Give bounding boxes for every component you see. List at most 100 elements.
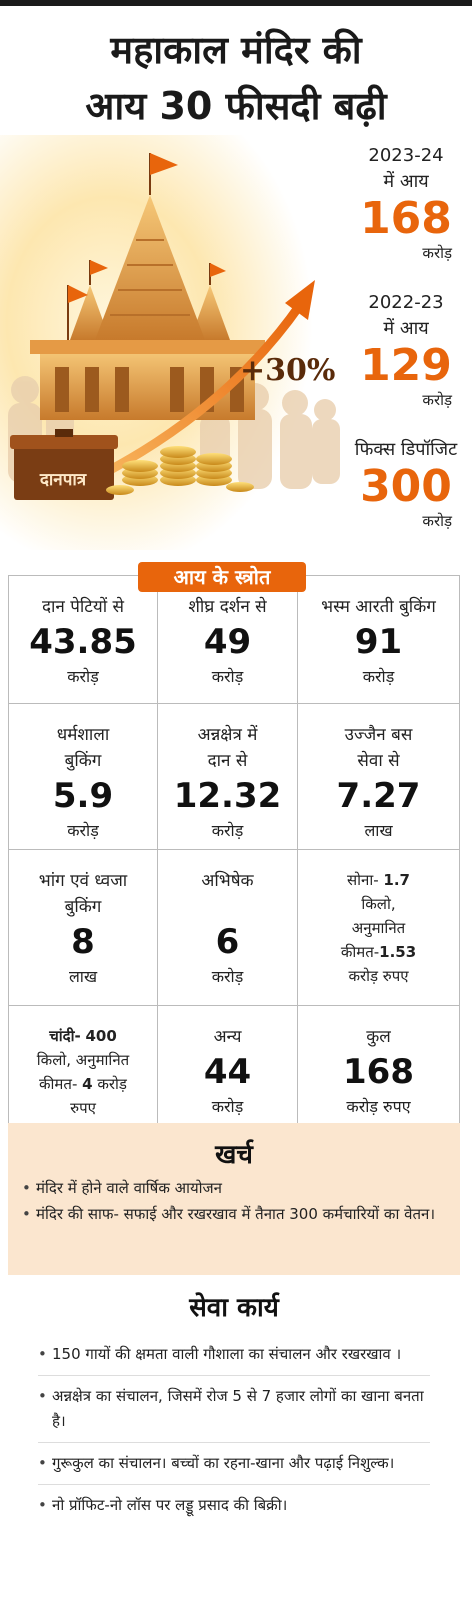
source-value: 43.85 bbox=[29, 622, 137, 662]
source-label: दान से bbox=[207, 751, 248, 771]
total-unit: करोड़ रुपए bbox=[346, 1097, 411, 1116]
source-cell: धर्मशाला बुकिंग 5.9 करोड़ bbox=[8, 704, 158, 849]
source-value: 8 bbox=[71, 922, 95, 962]
source-label: बुकिंग bbox=[64, 897, 102, 917]
silver-text: करोड़ bbox=[97, 1075, 127, 1093]
source-cell: भांग एवं ध्वजा बुकिंग 8 लाख bbox=[8, 850, 158, 1005]
source-cell: अभिषेक 6 करोड़ bbox=[158, 850, 298, 1005]
stat-value: 168 bbox=[360, 193, 452, 244]
source-unit: करोड़ bbox=[211, 667, 244, 686]
expense-heading: खर्च bbox=[215, 1140, 253, 1170]
source-label: उज्जैन बस bbox=[344, 725, 413, 745]
total-cell: कुल 168 करोड़ रुपए bbox=[298, 1006, 460, 1123]
expense-section: खर्च मंदिर में होने वाले वार्षिक आयोजन म… bbox=[8, 1123, 460, 1275]
source-label: बुकिंग bbox=[64, 751, 102, 771]
source-cell: शीघ्र दर्शन से 49 करोड़ bbox=[158, 576, 298, 703]
source-label: शीघ्र दर्शन से bbox=[188, 597, 267, 617]
source-value: 6 bbox=[215, 922, 240, 962]
stat-label: फिक्स डिपॉजिट bbox=[354, 439, 458, 460]
list-item: अन्नक्षेत्र का संचालन, जिसमें रोज 5 से 7… bbox=[38, 1376, 430, 1443]
source-unit: करोड़ bbox=[67, 667, 99, 686]
list-item: 150 गायों की क्षमता वाली गौशाला का संचाल… bbox=[38, 1334, 430, 1376]
silver-line: रुपए bbox=[70, 1099, 96, 1117]
source-label: सेवा से bbox=[357, 751, 400, 771]
total-label: कुल bbox=[366, 1027, 391, 1047]
danpatra-label: दानपात्र bbox=[39, 470, 87, 490]
gold-line: सोना- 1.7 bbox=[298, 868, 459, 892]
stat-income-2023-24: 2023-24 में आय 168 करोड़ bbox=[342, 143, 470, 263]
gold-price: 1.53 bbox=[379, 943, 417, 961]
hero-illustration: दानपात्र +30% bbox=[0, 135, 472, 550]
table-row: दान पेटियों से 43.85 करोड़ शीघ्र दर्शन स… bbox=[8, 576, 460, 704]
source-value: 5.9 bbox=[52, 776, 114, 816]
source-value: 7.27 bbox=[336, 776, 421, 816]
seva-list: 150 गायों की क्षमता वाली गौशाला का संचाल… bbox=[8, 1328, 460, 1526]
stat-value: 129 bbox=[360, 340, 452, 391]
total-value: 168 bbox=[343, 1052, 414, 1092]
growth-label: +30% bbox=[240, 353, 336, 388]
source-unit: लाख bbox=[364, 821, 393, 840]
source-cell: दान पेटियों से 43.85 करोड़ bbox=[8, 576, 158, 703]
title-line-1: महाकाल मंदिर की bbox=[110, 28, 362, 72]
source-value: 12.32 bbox=[173, 776, 282, 816]
list-item: गुरूकुल का संचालन। बच्चों का रहना-खाना औ… bbox=[38, 1443, 430, 1485]
silver-text: कीमत- bbox=[39, 1075, 78, 1093]
source-unit: करोड़ bbox=[211, 1097, 244, 1116]
gold-line: किलो, bbox=[361, 895, 396, 913]
income-sources-heading: आय के स्त्रोत bbox=[138, 562, 306, 592]
source-cell: अन्य 44 करोड़ bbox=[158, 1006, 298, 1123]
top-bar bbox=[0, 0, 472, 6]
list-item: नो प्रॉफिट-नो लॉस पर लड्डू प्रसाद की बिक… bbox=[38, 1485, 430, 1526]
list-item: मंदिर की साफ- सफाई और रखरखाव में तैनात 3… bbox=[22, 1201, 448, 1227]
gold-weight: 1.7 bbox=[383, 871, 410, 889]
silver-line: कीमत- 4 करोड़ bbox=[9, 1072, 157, 1096]
stat-label: में आय bbox=[383, 171, 429, 192]
source-label: दान पेटियों से bbox=[41, 597, 125, 617]
source-unit: करोड़ bbox=[211, 967, 244, 986]
stat-fixed-deposit: फिक्स डिपॉजिट 300 करोड़ bbox=[342, 437, 470, 531]
stat-unit: करोड़ bbox=[422, 244, 452, 262]
stat-income-2022-23: 2022-23 में आय 129 करोड़ bbox=[342, 290, 470, 410]
source-value: 91 bbox=[354, 622, 403, 662]
stat-label: 2022-23 bbox=[368, 292, 444, 313]
page-title: महाकाल मंदिर की आय 30 फीसदी बढ़ी bbox=[0, 22, 472, 134]
silver-price: 4 bbox=[82, 1075, 93, 1093]
source-value: 49 bbox=[203, 622, 252, 662]
source-cell: भस्म आरती बुकिंग 91 करोड़ bbox=[298, 576, 460, 703]
source-label: धर्मशाला bbox=[56, 725, 110, 745]
silver-text: चांदी- bbox=[49, 1027, 81, 1045]
silver-weight: 400 bbox=[85, 1027, 117, 1045]
gold-text: सोना- bbox=[346, 871, 379, 889]
income-sources-table: दान पेटियों से 43.85 करोड़ शीघ्र दर्शन स… bbox=[8, 575, 460, 1124]
stat-unit: करोड़ bbox=[422, 391, 452, 409]
stat-value: 300 bbox=[360, 461, 452, 512]
source-unit: करोड़ bbox=[67, 821, 99, 840]
source-value: 44 bbox=[203, 1052, 252, 1092]
gold-text: कीमत- bbox=[340, 943, 380, 961]
stat-label: 2023-24 bbox=[368, 145, 444, 166]
silver-line: किलो, अनुमानित bbox=[36, 1051, 130, 1069]
seva-heading: सेवा कार्य bbox=[189, 1293, 279, 1323]
source-cell: अन्नक्षेत्र में दान से 12.32 करोड़ bbox=[158, 704, 298, 849]
temple-illustration bbox=[0, 135, 340, 550]
source-label: भस्म आरती बुकिंग bbox=[321, 597, 436, 617]
seva-section: सेवा कार्य 150 गायों की क्षमता वाली गौशा… bbox=[8, 1288, 460, 1526]
list-item: मंदिर में होने वाले वार्षिक आयोजन bbox=[22, 1175, 448, 1201]
gold-line: करोड़ रुपए bbox=[348, 967, 409, 985]
source-unit: करोड़ bbox=[211, 821, 244, 840]
stat-label: में आय bbox=[383, 318, 429, 339]
expense-list: मंदिर में होने वाले वार्षिक आयोजन मंदिर … bbox=[8, 1175, 460, 1227]
source-label: अभिषेक bbox=[201, 871, 254, 891]
gold-cell: सोना- 1.7 किलो, अनुमानित कीमत-1.53 करोड़… bbox=[298, 850, 460, 1005]
silver-line: चांदी- 400 bbox=[9, 1024, 157, 1048]
table-row: भांग एवं ध्वजा बुकिंग 8 लाख अभिषेक 6 करो… bbox=[8, 850, 460, 1006]
table-row: चांदी- 400 किलो, अनुमानित कीमत- 4 करोड़ … bbox=[8, 1006, 460, 1124]
silver-cell: चांदी- 400 किलो, अनुमानित कीमत- 4 करोड़ … bbox=[8, 1006, 158, 1123]
source-cell: उज्जैन बस सेवा से 7.27 लाख bbox=[298, 704, 460, 849]
gold-line: कीमत-1.53 bbox=[298, 940, 459, 964]
source-unit: लाख bbox=[68, 967, 98, 986]
title-line-2: आय 30 फीसदी बढ़ी bbox=[85, 84, 387, 128]
stat-unit: करोड़ bbox=[422, 512, 452, 530]
source-label: अन्नक्षेत्र में bbox=[197, 725, 258, 745]
source-label: भांग एवं ध्वजा bbox=[38, 871, 128, 891]
